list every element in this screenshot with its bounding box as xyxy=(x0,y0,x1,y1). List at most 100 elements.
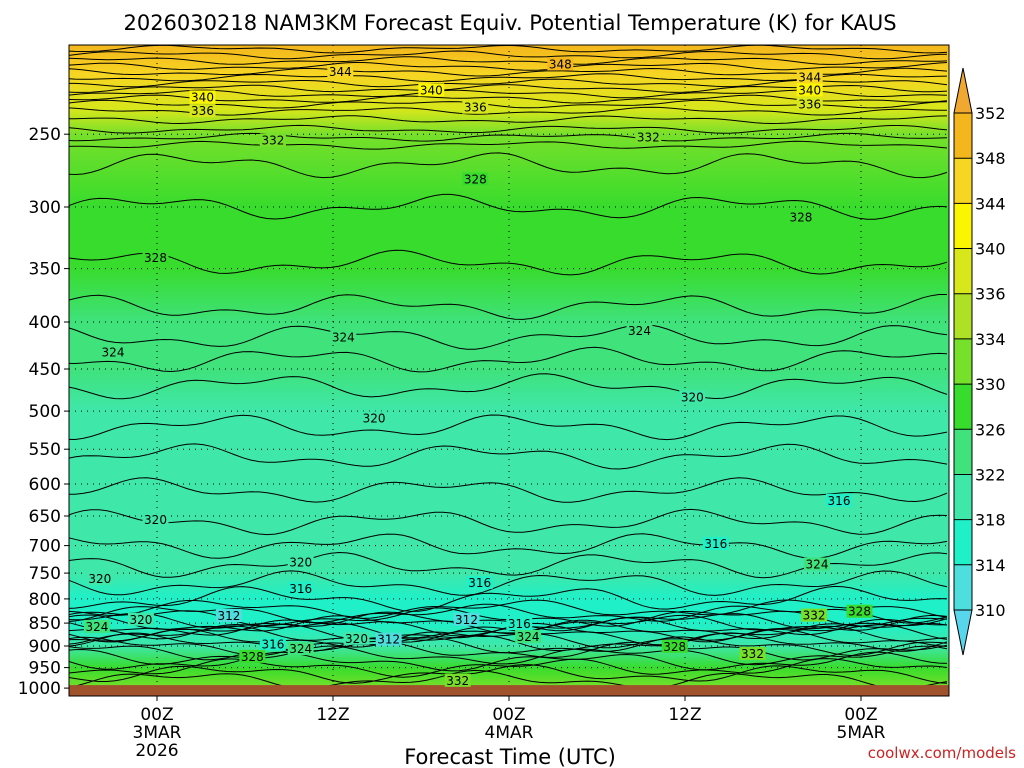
colorbar-band xyxy=(954,113,972,159)
contour-line xyxy=(69,346,948,373)
contour-label: 320 xyxy=(343,631,370,646)
contour-label-text: 332 xyxy=(741,647,764,661)
colorbar: 310 314 318 322 326 330 334 336 340 344 348 352 xyxy=(953,67,1006,656)
colorbar-label: 322 xyxy=(975,466,1006,485)
y-tick-label: 500 xyxy=(29,402,61,422)
contour-label: 320 xyxy=(287,555,314,569)
colorbar-band xyxy=(954,474,972,520)
contour-label-bg xyxy=(83,619,110,633)
contour-label: 324 xyxy=(804,557,830,572)
contour-label-text: 316 xyxy=(289,582,312,596)
contour-label-bg xyxy=(239,649,266,663)
colorbar-label: 314 xyxy=(975,556,1006,575)
contour-label: 324 xyxy=(515,630,542,644)
y-tick-label: 550 xyxy=(29,440,61,460)
contour-line xyxy=(69,614,948,635)
watermark: coolwx.com/models xyxy=(868,744,1016,762)
x-tick-date: 3MAR xyxy=(133,723,182,743)
ground-terrain xyxy=(69,685,949,696)
pressure-axis: 250 300 350 400 450 500 550 600 650 700 750 800 850 9… xyxy=(18,125,69,699)
contour-label: 348 xyxy=(547,57,574,72)
x-tick-label: 00Z xyxy=(140,705,173,725)
contour-label-bg xyxy=(259,133,286,147)
contour-label-text: 320 xyxy=(681,390,704,404)
contour-label-text: 340 xyxy=(191,90,214,104)
y-tick-label: 900 xyxy=(29,637,61,657)
contour-label-text: 328 xyxy=(848,605,871,619)
contour-label-bg xyxy=(361,411,388,425)
contour-label-text: 332 xyxy=(261,134,284,148)
contour-label-bg xyxy=(453,612,480,626)
contour-label-text: 344 xyxy=(798,71,821,85)
x-tick-label: 12Z xyxy=(668,705,701,725)
contour-label-text: 324 xyxy=(85,620,108,634)
contour-label-bg xyxy=(287,581,314,595)
colorbar-label: 330 xyxy=(975,375,1006,394)
colorbar-band xyxy=(954,429,972,475)
contour-line xyxy=(69,632,948,653)
contour-line xyxy=(69,115,948,125)
contour-label: 328 xyxy=(142,251,169,265)
contour-label: 324 xyxy=(626,323,653,338)
contour-label: 328 xyxy=(661,639,688,654)
contour-label-bg xyxy=(661,639,688,653)
contour-label-text: 332 xyxy=(446,674,469,688)
contour-label-text: 320 xyxy=(144,513,167,527)
y-tick-label: 250 xyxy=(29,125,61,145)
contour-label-text: 332 xyxy=(803,609,826,623)
contour-label-text: 320 xyxy=(345,632,368,646)
y-tick-label: 1000 xyxy=(18,679,61,699)
x-tick-label: 00Z xyxy=(844,705,877,725)
colorbar-label: 326 xyxy=(975,420,1006,439)
contour-label-bg xyxy=(444,673,471,687)
contour-line xyxy=(69,551,948,579)
colorbar-band xyxy=(954,158,972,204)
colorbar-label: 318 xyxy=(975,511,1006,530)
contour-label-text: 316 xyxy=(828,494,851,508)
contour-label: 320 xyxy=(679,390,706,404)
contour-line xyxy=(69,651,948,672)
x-tick-year: 2026 xyxy=(135,741,178,761)
contour-line xyxy=(69,132,948,142)
contour-line xyxy=(69,373,948,400)
contour-label-bg xyxy=(127,612,154,626)
contour-line xyxy=(69,508,948,536)
colorbar-label: 334 xyxy=(975,330,1006,349)
contour-label-text: 328 xyxy=(241,650,264,664)
contour-label: 336 xyxy=(796,97,823,111)
contour-label-bg xyxy=(287,555,314,569)
contour-label: 328 xyxy=(462,172,489,186)
contour-label-bg xyxy=(466,576,493,590)
contour-label-text: 320 xyxy=(363,411,386,425)
contour-label-text: 320 xyxy=(289,555,312,569)
contour-label-bg xyxy=(626,323,653,337)
contour-label: 340 xyxy=(189,90,216,104)
contour-label: 332 xyxy=(635,130,662,144)
contour-line xyxy=(69,533,948,559)
contour-line xyxy=(69,50,948,60)
contour-label: 340 xyxy=(796,83,823,97)
contour-line xyxy=(69,152,948,179)
colorbar-band xyxy=(954,384,972,430)
contour-label-bg xyxy=(462,100,489,114)
contour-label-bg xyxy=(375,632,402,646)
contour-line xyxy=(69,414,948,441)
contour-line xyxy=(69,570,948,596)
contour-line xyxy=(69,669,948,690)
contour-label: 316 xyxy=(506,617,533,631)
contour-label: 332 xyxy=(444,673,471,688)
contour-label: 320 xyxy=(361,411,388,425)
contour-label: 344 xyxy=(327,65,354,79)
contour-line xyxy=(69,443,948,470)
y-tick-label: 450 xyxy=(29,360,61,380)
colorbar-band xyxy=(954,564,972,610)
contour-label-bg xyxy=(506,617,533,631)
x-tick-date: 5MAR xyxy=(837,723,886,743)
contour-label-bg xyxy=(189,104,216,118)
contour-label-text: 312 xyxy=(377,633,400,647)
contour-label: 328 xyxy=(787,210,814,225)
contour-label: 312 xyxy=(375,632,402,647)
contour-label-bg xyxy=(189,90,216,104)
contour-line xyxy=(69,664,948,684)
contour-label: 316 xyxy=(826,493,852,508)
